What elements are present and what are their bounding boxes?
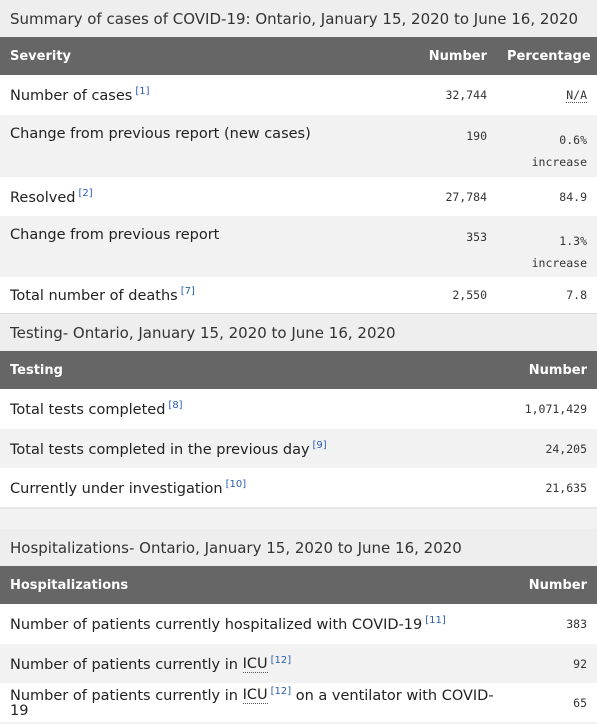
testing-caption: Testing - Ontario, January 15, 2020 to J… [0,313,597,351]
summary-section: Summary of cases of COVID-19: Ontario, J… [0,0,597,313]
row-number: 27,784 [412,177,497,216]
header-number: Number [412,37,497,75]
row-percentage: 0.6% increase [497,115,597,177]
row-label-text: Total tests completed in the previous da… [10,441,310,458]
table-row: Change from previous report 353 1.3% incr… [0,216,597,277]
row-label: Number of cases [1] [0,75,412,115]
footnote-link[interactable]: [1] [135,86,150,98]
hospitalizations-caption-rest: - Ontario, January 15, 2020 to June 16, … [128,538,462,557]
table-row: Number of cases [1] 32,744 N/A [0,75,597,115]
icu-abbr: ICU [242,687,268,705]
row-label-text: Number of patients currently in [10,687,243,704]
row-percentage: N/A [497,75,597,115]
summary-caption-text: Summary of cases of COVID-19: Ontario, J… [10,9,579,28]
row-label: Currently under investigation [10] [0,468,467,507]
row-label-text: Change from previous report [10,227,220,243]
footnote-link[interactable]: [8] [168,400,183,412]
header-severity: Severity [0,37,412,75]
row-number: 92 [507,644,597,683]
row-number: 32,744 [412,75,497,115]
testing-section: Testing - Ontario, January 15, 2020 to J… [0,313,597,507]
testing-header-row: Testing Number [0,351,597,389]
hospitalizations-caption: Hospitalizations - Ontario, January 15, … [0,529,597,566]
testing-caption-rest: - Ontario, January 15, 2020 to June 16, … [62,323,396,342]
table-row: Number of patients currently in ICU [12] … [0,644,597,683]
row-label: Number of patients currently in ICU [12] … [0,683,507,722]
row-label-text: Total number of deaths [10,287,178,304]
testing-caption-bold: Testing [10,323,63,342]
row-percentage: 84.9 [497,177,597,216]
row-label: Resolved [2] [0,177,412,216]
row-number: 353 [412,216,497,277]
testing-table: Testing Number Total tests completed [8] … [0,351,597,507]
row-number: 24,205 [467,429,597,468]
section-spacer [0,507,597,529]
row-number: 2,550 [412,277,497,313]
row-label-text: Change from previous report (new cases) [10,126,311,142]
header-testing: Testing [0,351,467,389]
footnote-link[interactable]: [10] [225,478,247,490]
table-row: Total number of deaths [7] 2,550 7.8 [0,277,597,313]
footnote-link[interactable]: [12] [270,685,292,697]
footnote-link[interactable]: [7] [180,286,195,298]
hospitalizations-section: Hospitalizations - Ontario, January 15, … [0,529,597,722]
hospitalizations-caption-bold: Hospitalizations [10,538,129,557]
row-label-suffix: on a ventilator with COVID-19 [10,687,494,720]
row-label-text: Number of patients currently in [10,656,243,673]
row-label-text: Number of cases [10,87,133,104]
footnote-link[interactable]: [9] [312,439,327,451]
row-label: Total tests completed [8] [0,389,467,429]
row-number: 1,071,429 [467,389,597,429]
row-label-text: Total tests completed [10,401,166,418]
na-abbr: N/A [566,88,587,103]
table-row: Change from previous report (new cases) … [0,115,597,177]
pct-value: 1.3% [559,234,587,248]
header-hospitalizations: Hospitalizations [0,566,507,604]
summary-caption: Summary of cases of COVID-19: Ontario, J… [0,0,597,37]
pct-note: increase [531,256,587,270]
table-row: Number of patients currently in ICU [12] … [0,683,597,722]
pct-note: increase [531,155,587,169]
header-number: Number [467,351,597,389]
row-number: 65 [507,683,597,722]
row-number: 190 [412,115,497,177]
summary-table: Severity Number Percentage Number of cas… [0,37,597,313]
row-label: Total tests completed in the previous da… [0,429,467,468]
table-row: Currently under investigation [10] 21,635 [0,468,597,507]
hospitalizations-table: Hospitalizations Number Number of patien… [0,566,597,722]
table-row: Resolved [2] 27,784 84.9 [0,177,597,216]
footnote-link[interactable]: [11] [425,615,446,627]
row-label: Number of patients currently hospitalize… [0,604,507,644]
row-label: Change from previous report (new cases) [0,115,412,177]
row-label: Number of patients currently in ICU [12] [0,644,507,683]
row-number: 383 [507,604,597,644]
hospitalizations-header-row: Hospitalizations Number [0,566,597,604]
pct-value: 0.6% [559,133,587,147]
table-row: Total tests completed [8] 1,071,429 [0,389,597,429]
footnote-link[interactable]: [12] [270,654,292,666]
row-label-text: Number of patients currently hospitalize… [10,616,423,633]
row-label: Total number of deaths [7] [0,277,412,313]
header-number: Number [507,566,597,604]
table-row: Number of patients currently hospitalize… [0,604,597,644]
table-row: Total tests completed in the previous da… [0,429,597,468]
row-number: 21,635 [467,468,597,507]
row-percentage: 7.8 [497,277,597,313]
row-label-text: Currently under investigation [10,480,223,497]
footnote-link[interactable]: [2] [78,187,93,199]
summary-header-row: Severity Number Percentage [0,37,597,75]
header-percentage: Percentage [497,37,597,75]
icu-abbr: ICU [242,656,268,674]
row-label-text: Resolved [10,189,76,206]
row-percentage: 1.3% increase [497,216,597,277]
row-label: Change from previous report [0,216,412,277]
